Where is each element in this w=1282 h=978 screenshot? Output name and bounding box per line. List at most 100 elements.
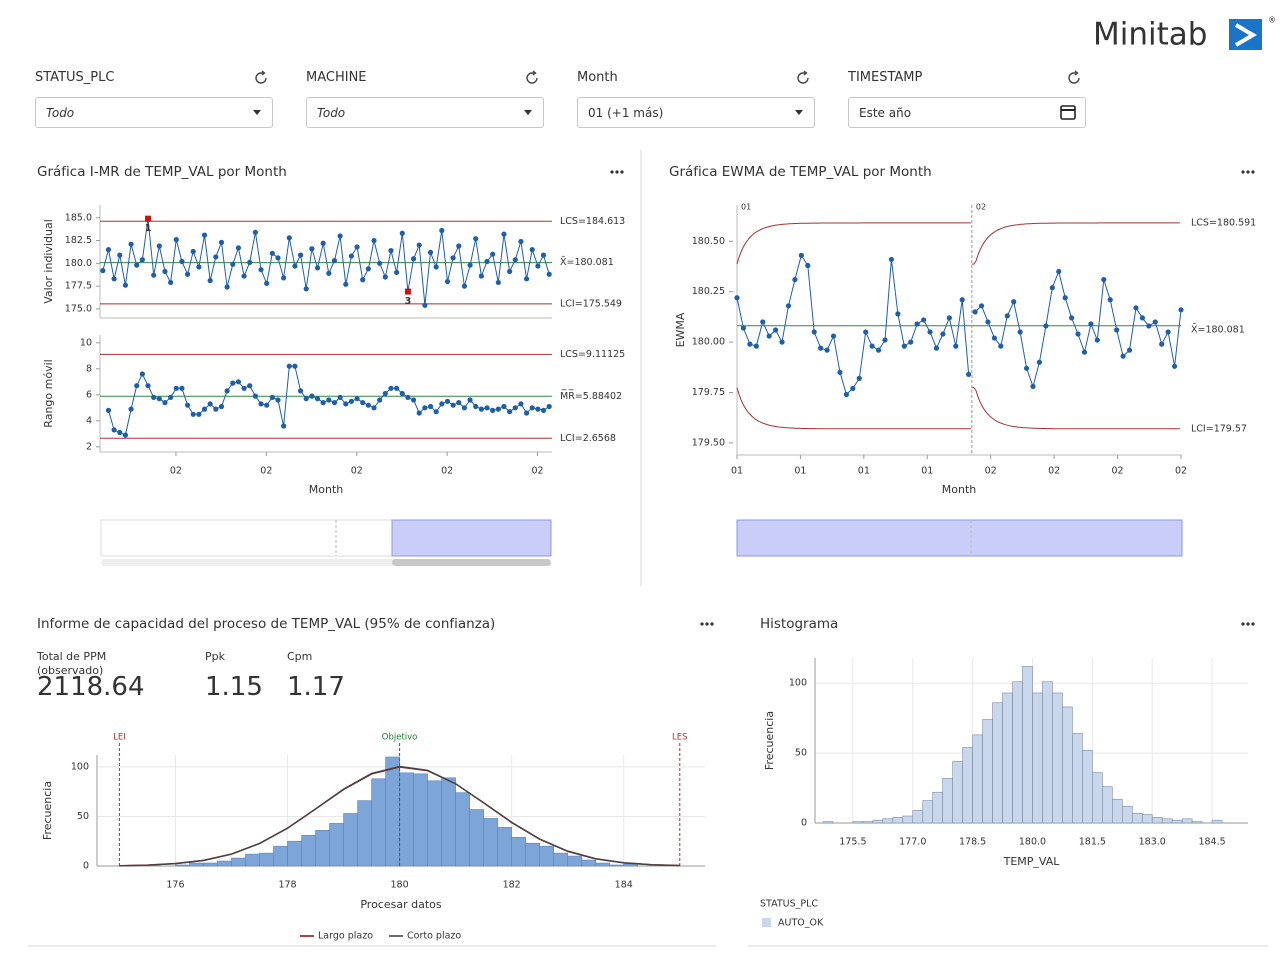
histogram-bar — [1191, 821, 1203, 824]
data-point — [1152, 319, 1158, 325]
filter-label: TIMESTAMP — [848, 70, 923, 85]
data-point — [1139, 315, 1145, 321]
x-tick-label: 02 — [441, 466, 453, 477]
data-point — [422, 302, 428, 308]
histogram-bar — [1131, 812, 1143, 824]
data-point — [377, 397, 383, 403]
histogram-bar — [1171, 819, 1183, 824]
histogram-bar — [1102, 786, 1113, 824]
histogram-bar — [1072, 733, 1083, 824]
histogram-bar — [539, 845, 555, 867]
panel-title: Informe de capacidad del proceso de TEMP… — [37, 616, 495, 632]
data-point — [410, 256, 417, 262]
histogram-bar — [862, 821, 874, 824]
data-point — [388, 385, 394, 391]
data-point — [818, 345, 824, 351]
data-point — [540, 407, 547, 413]
data-point — [1120, 353, 1126, 359]
data-point — [1049, 285, 1055, 291]
data-point — [354, 244, 360, 250]
data-point — [785, 303, 792, 309]
control-limit-label: LCI=179.57 — [1191, 423, 1247, 434]
data-point — [512, 405, 518, 411]
histogram-bar — [427, 780, 442, 867]
data-point — [303, 286, 309, 292]
legend-swatch — [762, 918, 771, 927]
control-limit — [736, 387, 1180, 430]
data-point — [760, 319, 766, 325]
panel-title: Histograma — [760, 616, 838, 632]
data-point — [766, 333, 772, 339]
stat-label: Cpm — [287, 650, 313, 663]
control-limit-label: LCS=180.591 — [1191, 217, 1256, 228]
data-point — [444, 278, 451, 285]
data-point — [972, 309, 978, 315]
y-tick-label: 180.0 — [65, 258, 92, 269]
control-limit — [736, 222, 1180, 265]
data-point — [151, 272, 157, 278]
x-tick-label: 178 — [278, 880, 296, 891]
x-tick-label: 02 — [170, 466, 182, 477]
more-menu[interactable] — [1241, 622, 1255, 626]
date-picker[interactable]: Este año — [848, 97, 1086, 128]
data-point — [281, 423, 287, 429]
more-menu[interactable] — [610, 170, 624, 174]
histogram-bar — [1082, 749, 1093, 824]
histogram-bar — [822, 821, 834, 824]
data-point — [535, 406, 541, 412]
histogram-bar — [357, 800, 372, 867]
filter-dropdown[interactable]: Todo — [35, 97, 273, 128]
data-point — [501, 403, 507, 410]
data-point — [394, 385, 400, 391]
control-limit-label: LCS=184.613 — [560, 216, 625, 227]
x-tick-label: 01 — [921, 466, 933, 477]
filter-dropdown[interactable]: 01 (+1 más) — [577, 97, 815, 128]
x-tick-label: 02 — [260, 466, 272, 477]
data-point — [1030, 383, 1036, 390]
reset-icon[interactable] — [795, 70, 811, 86]
data-point — [456, 400, 462, 406]
filter-dropdown[interactable]: Todo — [306, 97, 544, 128]
data-point — [1178, 307, 1184, 313]
data-point — [218, 403, 225, 410]
y-tick-label: 100 — [789, 678, 807, 689]
x-axis-label: Month — [942, 483, 977, 496]
center-label: X̄=180.081 — [1191, 324, 1245, 336]
data-point — [1088, 321, 1094, 327]
data-point — [371, 237, 377, 244]
histogram-bar — [259, 852, 274, 867]
panel-title: Gráfica EWMA de TEMP_VAL por Month — [669, 164, 932, 180]
data-point — [1023, 365, 1030, 371]
range-slider[interactable] — [100, 519, 552, 566]
data-point — [179, 385, 185, 391]
more-menu[interactable] — [1241, 170, 1255, 174]
data-point — [337, 394, 343, 400]
data-point — [490, 251, 496, 257]
more-menu[interactable] — [700, 622, 714, 626]
reset-icon[interactable] — [1066, 70, 1082, 86]
data-point — [427, 403, 434, 410]
histogram-bar — [455, 792, 470, 867]
histogram-bar — [189, 862, 204, 867]
data-point — [100, 268, 106, 274]
data-line — [102, 218, 550, 306]
data-point — [518, 401, 524, 407]
filter: STATUS_PLC Todo — [35, 70, 273, 128]
data-point — [303, 396, 309, 402]
data-point — [473, 403, 479, 410]
y-tick-label: 50 — [795, 748, 807, 759]
histogram-bar — [483, 818, 498, 867]
data-point — [1133, 305, 1139, 311]
data-point — [882, 337, 888, 343]
filter-label: STATUS_PLC — [35, 70, 115, 85]
x-tick-label: 178.5 — [959, 837, 986, 848]
data-point — [467, 262, 473, 268]
range-slider[interactable] — [736, 519, 1183, 557]
data-point — [1075, 331, 1081, 337]
reset-icon[interactable] — [524, 70, 540, 86]
data-point — [490, 407, 496, 413]
reset-icon[interactable] — [253, 70, 269, 86]
y-tick-label: 0 — [801, 818, 807, 829]
data-point — [933, 345, 940, 351]
data-point — [173, 385, 179, 391]
